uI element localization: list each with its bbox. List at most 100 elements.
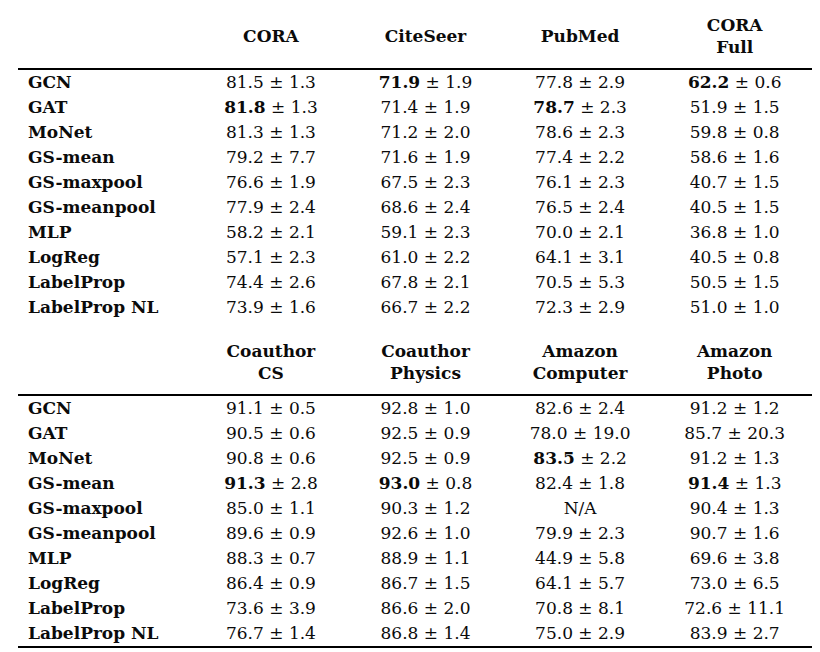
std-value: 2.1 <box>598 222 625 242</box>
row-label: GS-meanpool <box>18 521 194 546</box>
value-cell: 68.6 ± 2.4 <box>348 195 503 220</box>
std-value: 0.9 <box>289 523 316 543</box>
std-value: 1.5 <box>753 197 780 217</box>
mean-value: 70.0 <box>535 222 573 242</box>
value-cell: 67.5 ± 2.3 <box>348 170 503 195</box>
value-cell: 58.2 ± 2.1 <box>194 220 349 245</box>
std-value: 1.9 <box>443 147 470 167</box>
value-cell: 88.3 ± 0.7 <box>194 546 349 571</box>
std-value: 1.6 <box>289 297 316 317</box>
value-cell: 62.2 ± 0.6 <box>657 69 812 95</box>
std-value: 1.3 <box>754 473 781 493</box>
mean-value: 88.3 <box>226 548 264 568</box>
row-label: MoNet <box>18 120 194 145</box>
mean-value: 90.3 <box>381 498 419 518</box>
std-value: 2.3 <box>443 222 470 242</box>
mean-value: 40.7 <box>690 172 728 192</box>
value-cell: 64.1 ± 5.7 <box>503 571 658 596</box>
column-header: CORA <box>194 8 349 69</box>
value-cell: 57.1 ± 2.3 <box>194 245 349 270</box>
value-cell: 77.8 ± 2.9 <box>503 69 658 95</box>
table-row: LogReg86.4 ± 0.986.7 ± 1.564.1 ± 5.773.0… <box>18 571 812 596</box>
value-cell: 86.4 ± 0.9 <box>194 571 349 596</box>
column-header: CoauthorCS <box>194 334 349 395</box>
value-cell: 76.7 ± 1.4 <box>194 621 349 647</box>
mean-value: 71.2 <box>381 122 419 142</box>
std-value: 1.0 <box>753 297 780 317</box>
std-value: 7.7 <box>289 147 316 167</box>
mean-value: 91.2 <box>690 398 728 418</box>
mean-value: 72.6 <box>684 598 722 618</box>
std-value: 1.5 <box>753 172 780 192</box>
value-cell: 77.9 ± 2.4 <box>194 195 349 220</box>
row-label: MLP <box>18 220 194 245</box>
std-value: 3.1 <box>598 247 625 267</box>
mean-value: 88.9 <box>381 548 419 568</box>
value-cell: 71.9 ± 1.9 <box>348 69 503 95</box>
value-cell: 51.9 ± 1.5 <box>657 95 812 120</box>
std-value: 2.2 <box>600 448 627 468</box>
value-cell: 85.0 ± 1.1 <box>194 496 349 521</box>
value-cell: 90.3 ± 1.2 <box>348 496 503 521</box>
mean-value: 76.1 <box>535 172 573 192</box>
column-header: PubMed <box>503 8 658 69</box>
value-cell: 86.8 ± 1.4 <box>348 621 503 647</box>
std-value: 1.5 <box>443 573 470 593</box>
table-row: MLP88.3 ± 0.788.9 ± 1.144.9 ± 5.869.6 ± … <box>18 546 812 571</box>
value-cell: 82.6 ± 2.4 <box>503 395 658 421</box>
mean-value: 74.4 <box>226 272 264 292</box>
value-cell: 72.6 ± 11.1 <box>657 596 812 621</box>
mean-value: 67.8 <box>381 272 419 292</box>
std-value: 0.9 <box>443 423 470 443</box>
std-value: 19.0 <box>593 423 631 443</box>
std-value: 2.4 <box>598 398 625 418</box>
mean-value: 90.8 <box>226 448 264 468</box>
mean-value: 90.5 <box>226 423 264 443</box>
value-cell: 92.8 ± 1.0 <box>348 395 503 421</box>
mean-value: 71.4 <box>381 97 419 117</box>
value-cell: 78.0 ± 19.0 <box>503 421 658 446</box>
std-value: 0.8 <box>445 473 472 493</box>
value-cell: 91.2 ± 1.2 <box>657 395 812 421</box>
std-value: 1.3 <box>753 448 780 468</box>
mean-value: 71.6 <box>381 147 419 167</box>
value-cell: 71.4 ± 1.9 <box>348 95 503 120</box>
std-value: 3.9 <box>289 598 316 618</box>
mean-value: 51.0 <box>690 297 728 317</box>
table-row: LabelProp73.6 ± 3.986.6 ± 2.070.8 ± 8.17… <box>18 596 812 621</box>
paper-results-page: CORACiteSeerPubMedCORAFullGCN81.5 ± 1.37… <box>0 0 820 652</box>
value-cell: 58.6 ± 1.6 <box>657 145 812 170</box>
row-label: GS-meanpool <box>18 195 194 220</box>
mean-value: 40.5 <box>690 197 728 217</box>
mean-value: 89.6 <box>226 523 264 543</box>
std-value: 1.3 <box>289 72 316 92</box>
std-value: 2.3 <box>598 523 625 543</box>
mean-value: 70.5 <box>535 272 573 292</box>
mean-value: 82.6 <box>535 398 573 418</box>
std-value: 1.6 <box>753 523 780 543</box>
value-cell: 67.8 ± 2.1 <box>348 270 503 295</box>
std-value: 0.9 <box>443 448 470 468</box>
value-cell: 88.9 ± 1.1 <box>348 546 503 571</box>
value-cell: 66.7 ± 2.2 <box>348 295 503 320</box>
value-cell: 59.8 ± 0.8 <box>657 120 812 145</box>
std-value: 0.6 <box>289 423 316 443</box>
value-cell: 91.3 ± 2.8 <box>194 471 349 496</box>
std-value: 2.3 <box>289 247 316 267</box>
mean-value: 92.5 <box>381 448 419 468</box>
row-label: GS-mean <box>18 471 194 496</box>
std-value: 1.4 <box>443 623 470 643</box>
value-cell: 73.6 ± 3.9 <box>194 596 349 621</box>
mean-value: 70.8 <box>535 598 573 618</box>
mean-value: 91.3 <box>224 473 265 493</box>
value-cell: 83.5 ± 2.2 <box>503 446 658 471</box>
header-row: CORACiteSeerPubMedCORAFull <box>18 8 812 69</box>
std-value: 20.3 <box>747 423 785 443</box>
std-value: 2.4 <box>289 197 316 217</box>
value-cell: 75.0 ± 2.9 <box>503 621 658 647</box>
column-header: CiteSeer <box>348 8 503 69</box>
value-cell: 91.1 ± 0.5 <box>194 395 349 421</box>
std-value: 1.0 <box>753 222 780 242</box>
value-cell: 90.5 ± 0.6 <box>194 421 349 446</box>
value-cell: N/A <box>503 496 658 521</box>
